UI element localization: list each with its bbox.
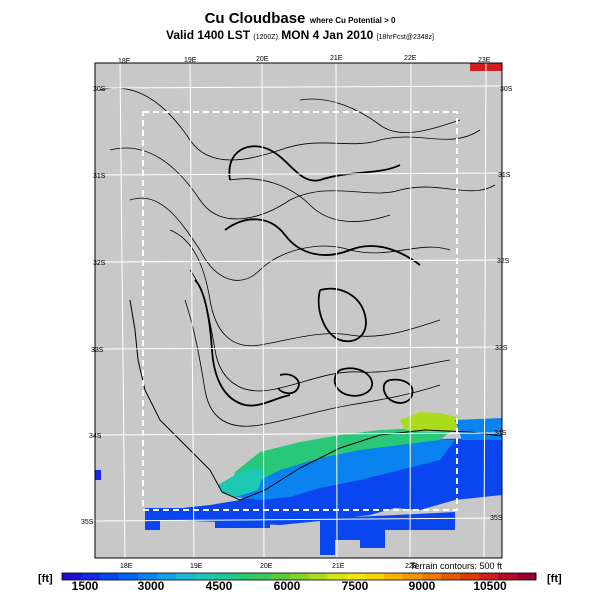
lon-label-bottom: 21E xyxy=(332,563,345,570)
title-sub: where Cu Potential > 0 xyxy=(309,16,396,25)
lat-label-left: 32S xyxy=(93,260,106,267)
lat-label-left: 30S xyxy=(93,86,106,93)
lon-label-bottom: 18E xyxy=(120,563,133,570)
map-border xyxy=(94,62,503,559)
title-main: Cu Cloudbase xyxy=(204,10,306,27)
lat-label-right: 31S xyxy=(498,172,511,179)
field-green xyxy=(230,428,455,490)
lon-label-bottom: 19E xyxy=(190,563,203,570)
lat-label-right: 32S xyxy=(497,258,510,265)
lat-label-left: 31S xyxy=(93,173,106,180)
run-time: (1200Z) xyxy=(253,34,278,41)
lon-label-bottom: 20E xyxy=(260,563,273,570)
inner-domain-box xyxy=(142,111,458,511)
lat-label-right: 34S xyxy=(494,430,507,437)
coastline xyxy=(129,299,503,501)
forecast-info: [18hrFcst@2348z] xyxy=(376,34,434,41)
colorbar-unit-right: [ft] xyxy=(547,573,562,585)
lat-label-right: 35S xyxy=(490,515,503,522)
valid-date: MON 4 Jan 2010 xyxy=(281,28,374,42)
terrain-contours-bold xyxy=(194,145,421,407)
map-title: Cu Cloudbase where Cu Potential > 0 xyxy=(0,10,600,28)
lon-label-top: 22E xyxy=(404,55,417,62)
terrain-contour-note: Terrain contours: 500 ft xyxy=(409,561,502,571)
field-teal xyxy=(218,468,265,497)
lon-label-top: 23E xyxy=(478,57,491,64)
lon-label-top: 19E xyxy=(184,57,197,64)
lon-label-top: 21E xyxy=(330,55,343,62)
lon-label-top: 18E xyxy=(118,58,131,65)
lat-label-left: 33S xyxy=(91,347,104,354)
lat-lon-grid xyxy=(94,62,503,559)
lon-label-top: 20E xyxy=(256,56,269,63)
cloudbase-field xyxy=(95,63,502,555)
lat-label-left: 34S xyxy=(89,433,102,440)
lat-label-right: 33S xyxy=(495,345,508,352)
valid-time: Valid 1400 LST xyxy=(166,28,251,42)
field-yellow-green xyxy=(400,412,460,432)
lat-label-left: 35S xyxy=(81,519,94,526)
colorbar-unit-left: [ft] xyxy=(38,573,53,585)
field-blue-mid xyxy=(235,438,455,500)
lon-label-bottom: 22E xyxy=(405,563,418,570)
map-subtitle: Valid 1400 LST (1200Z) MON 4 Jan 2010 [1… xyxy=(0,28,600,42)
field-left-edge-blue xyxy=(95,470,101,480)
lat-label-right: 30S xyxy=(500,86,513,93)
